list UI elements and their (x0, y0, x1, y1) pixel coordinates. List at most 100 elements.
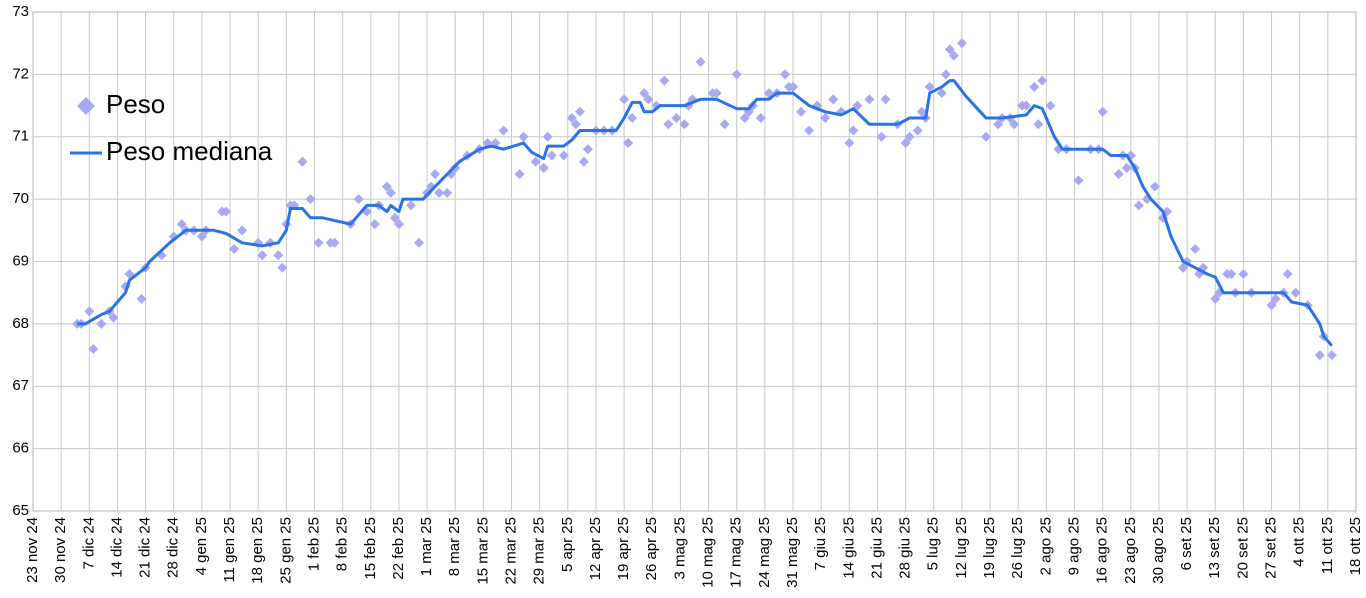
data-point (273, 250, 284, 261)
x-tick-label: 13 set 25 (1206, 517, 1223, 579)
x-tick-label: 11 ott 25 (1319, 517, 1336, 574)
plot-frame (32, 11, 1357, 512)
data-point (719, 119, 730, 130)
data-point (385, 187, 396, 198)
data-point (514, 169, 525, 180)
x-tick-label: 18 ott 25 (1347, 517, 1364, 575)
data-point (1009, 119, 1020, 130)
data-point (582, 144, 593, 155)
data-point (1073, 175, 1084, 186)
legend-label: Peso (106, 89, 165, 119)
x-tick-label: 5 lug 25 (925, 517, 942, 570)
legend-label: Peso mediana (106, 136, 273, 166)
x-tick-label: 22 feb 25 (390, 517, 407, 580)
data-point (1121, 162, 1132, 173)
data-point (1238, 268, 1249, 279)
data-point (1266, 300, 1277, 311)
data-point (430, 169, 441, 180)
data-point (108, 312, 119, 323)
data-point (755, 113, 766, 124)
data-point (136, 293, 147, 304)
y-tick-label: 68 (12, 315, 29, 332)
x-tick-label: 21 dic 24 (137, 517, 154, 578)
data-point (956, 38, 967, 49)
data-point (844, 137, 855, 148)
x-tick-label: 21 giu 25 (868, 517, 885, 579)
data-point (796, 106, 807, 117)
data-point (944, 44, 955, 55)
y-tick-label: 71 (12, 128, 29, 145)
y-tick-label: 70 (12, 190, 29, 207)
data-point (627, 113, 638, 124)
data-point (1045, 100, 1056, 111)
x-tick-label: 10 mag 25 (700, 517, 717, 588)
data-point (820, 113, 831, 124)
data-point (237, 225, 248, 236)
data-point (329, 237, 340, 248)
data-point (1021, 100, 1032, 111)
data-point (558, 150, 569, 161)
data-point (1037, 75, 1048, 86)
data-point (623, 137, 634, 148)
x-tick-label: 22 mar 25 (503, 517, 520, 585)
x-tick-label: 16 ago 25 (1094, 517, 1111, 584)
x-tick-label: 15 mar 25 (474, 517, 491, 585)
data-point (530, 156, 541, 167)
data-point (313, 237, 324, 248)
x-tick-label: 20 set 25 (1234, 517, 1251, 579)
data-line (77, 79, 1334, 347)
data-point (1097, 106, 1108, 117)
data-point (570, 119, 581, 130)
data-point (936, 88, 947, 99)
data-point (369, 219, 380, 230)
data-point (671, 113, 682, 124)
data-point (695, 56, 706, 67)
x-tick-label: 7 dic 24 (80, 517, 97, 570)
x-tick-label: 30 nov 24 (52, 517, 69, 583)
data-point (442, 187, 453, 198)
x-tick-label: 28 giu 25 (897, 517, 914, 579)
x-tick-label: 12 lug 25 (953, 517, 970, 579)
y-tick-label: 67 (12, 377, 29, 394)
data-point (578, 156, 589, 167)
data-point (804, 125, 815, 136)
x-tick-label: 23 nov 24 (24, 517, 41, 583)
data-point (381, 181, 392, 192)
x-tick-label: 30 ago 25 (1150, 517, 1167, 584)
data-point (1033, 119, 1044, 130)
x-tick-label: 23 ago 25 (1122, 517, 1139, 584)
data-point (639, 88, 650, 99)
data-point (619, 94, 630, 105)
y-tick-label: 73 (12, 3, 29, 20)
data-point (414, 237, 425, 248)
data-point (406, 200, 416, 211)
data-point (1178, 262, 1189, 273)
data-point (1210, 293, 1221, 304)
data-point (1314, 350, 1325, 361)
data-point (498, 125, 509, 136)
y-tick-label: 69 (12, 252, 29, 269)
x-tick-label: 18 gen 25 (249, 517, 266, 584)
data-point (1290, 287, 1301, 298)
x-tick-label: 26 apr 25 (643, 517, 660, 580)
data-point (679, 119, 690, 130)
data-point (176, 219, 187, 230)
data-point (828, 94, 839, 105)
data-point (1133, 200, 1144, 211)
legend-marker (77, 97, 95, 115)
data-point (852, 100, 863, 111)
data-point (912, 125, 923, 136)
data-point (993, 119, 1004, 130)
x-tick-label: 8 mar 25 (446, 517, 463, 576)
data-point (848, 125, 859, 136)
data-point (940, 69, 951, 80)
data-point (788, 81, 799, 92)
x-tick-label: 27 set 25 (1263, 517, 1280, 579)
data-point (1326, 350, 1337, 361)
x-tick-label: 24 mag 25 (756, 517, 773, 588)
data-point (643, 94, 654, 105)
data-point (1226, 268, 1237, 279)
data-point (739, 113, 750, 124)
data-point (904, 131, 915, 142)
x-tick-label: 19 lug 25 (981, 517, 998, 579)
